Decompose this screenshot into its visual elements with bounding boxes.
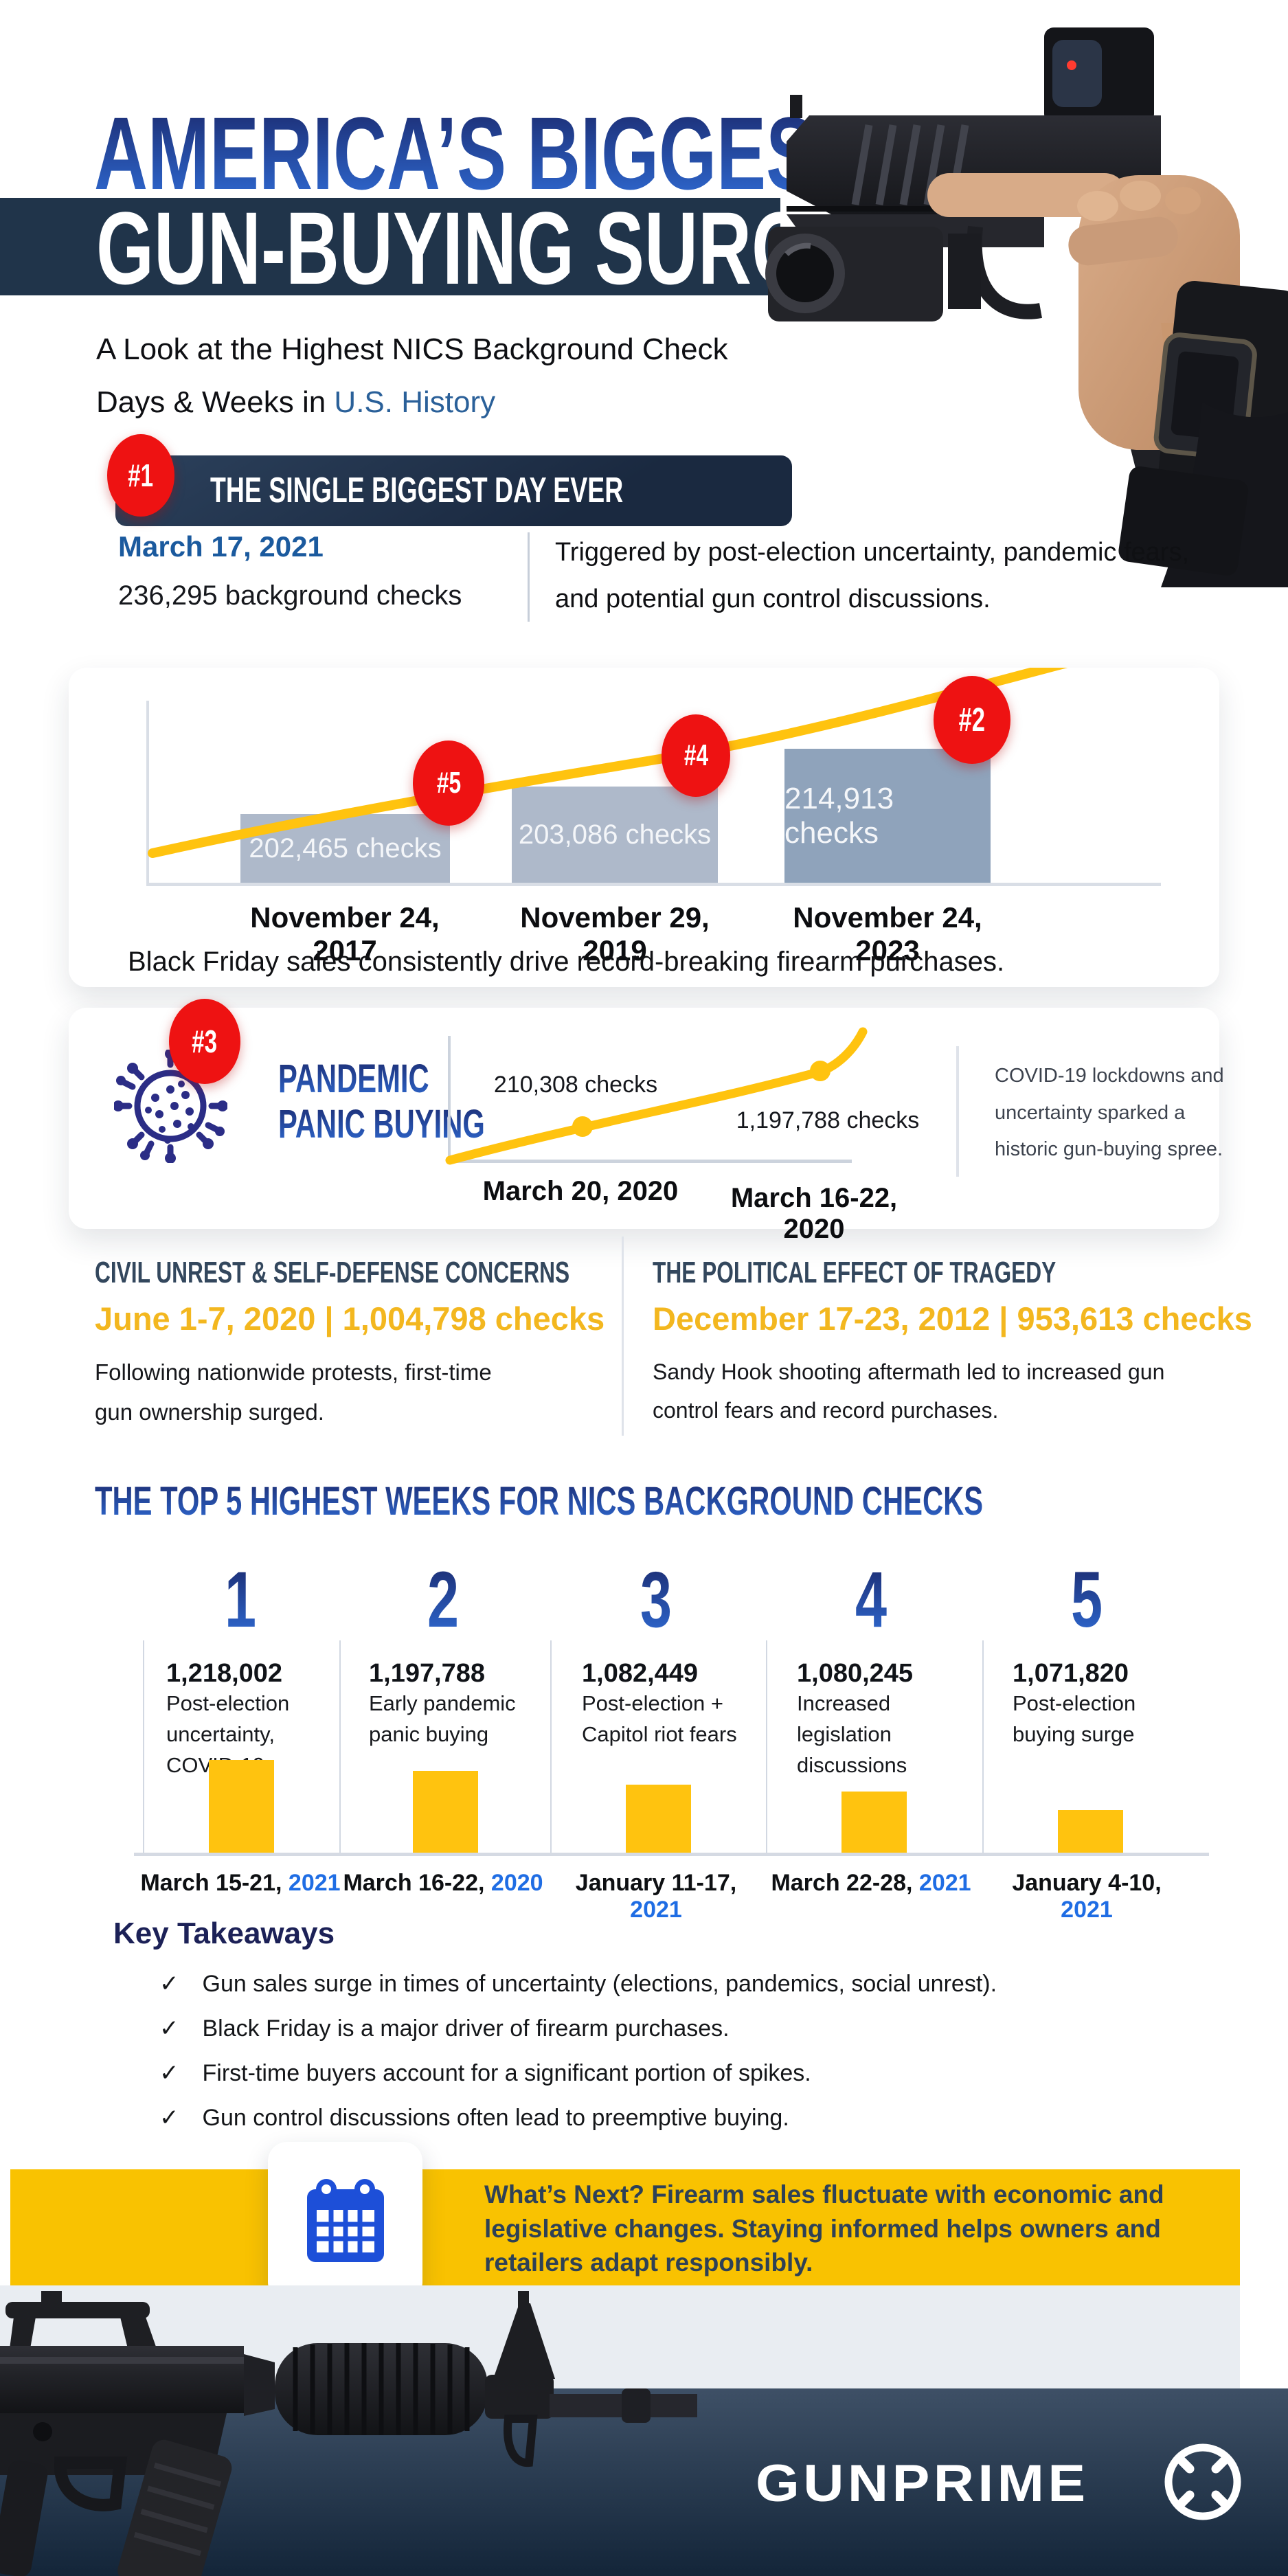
top5-date-4: March 22-28, 2021 <box>771 1870 971 1896</box>
takeaway-item: ✓ First-time buyers account for a signifi… <box>159 2060 811 2086</box>
check-icon: ✓ <box>159 2060 179 2086</box>
pandemic-description: COVID-19 lockdowns and uncertainty spark… <box>995 1065 1224 1161</box>
pandemic-y-axis <box>448 1036 451 1162</box>
bf-x-axis <box>146 883 1161 886</box>
check-icon: ✓ <box>159 2105 179 2131</box>
pandemic-card <box>69 1008 1219 1229</box>
event-description: Following nationwide protests, first-tim… <box>95 1359 492 1425</box>
biggest-day-divider <box>528 532 530 622</box>
subtitle-line1: A Look at the Highest NICS Background Ch… <box>96 332 728 366</box>
bf-date-2023: November 24, 2023 <box>793 901 982 967</box>
pistol-image <box>721 0 1288 587</box>
top5-date-1: March 15-21, 2021 <box>140 1870 341 1896</box>
pandemic-point1-value: 210,308 checks <box>493 1072 658 1098</box>
top5-column-5: 5 1,071,820 Post-election buying surge <box>1013 1556 1136 1746</box>
subtitle: A Look at the Highest NICS Background Ch… <box>96 323 728 429</box>
calendar-icon <box>306 2179 384 2262</box>
pandemic-x-axis <box>448 1160 852 1163</box>
rank-badge-2: #2 <box>934 676 1010 764</box>
top5-bar-5 <box>1058 1810 1123 1853</box>
top5-bar-4 <box>841 1792 907 1853</box>
top5-baseline <box>134 1853 1209 1856</box>
rank-badge-3: #3 <box>169 999 240 1084</box>
events-divider <box>622 1236 624 1436</box>
biggest-day-date: March 17, 2021 <box>118 530 324 563</box>
top5-heading: THE TOP 5 HIGHEST WEEKS FOR NICS BACKGRO… <box>95 1479 984 1524</box>
pandemic-line <box>445 1027 868 1165</box>
biggest-day-value: 236,295 background checks <box>118 580 462 611</box>
top5-bar-3 <box>626 1785 691 1853</box>
page-title-line2: GUN-BUYING SURGES <box>96 190 909 306</box>
event-tragedy: THE POLITICAL EFFECT OF TRAGEDY December… <box>653 1256 1252 1430</box>
top5-column-1: 1 1,218,002 Post-election uncertainty, C… <box>166 1556 290 1777</box>
calendar-card <box>268 2142 422 2301</box>
biggest-day-heading: THE SINGLE BIGGEST DAY EVER <box>210 471 624 510</box>
top5-bar-2 <box>413 1771 478 1853</box>
pandemic-point1-date: March 20, 2020 <box>482 1176 679 1206</box>
biggest-day-header-bar: THE SINGLE BIGGEST DAY EVER <box>115 455 792 526</box>
top5-separator <box>550 1640 552 1855</box>
top5-separator <box>339 1640 341 1855</box>
key-takeaways-heading: Key Takeaways <box>113 1917 335 1950</box>
top5-date-5: January 4-10, 2021 <box>1012 1870 1162 1923</box>
top5-date-3: January 11-17, 2021 <box>575 1870 737 1923</box>
brand-logo-text: GUNPRIME <box>756 2454 1089 2513</box>
top5-date-2: March 16-22, 2020 <box>343 1870 543 1896</box>
biggest-day-description: Triggered by post-election uncertainty, … <box>555 538 1190 614</box>
event-description: Sandy Hook shooting aftermath led to inc… <box>653 1359 1165 1423</box>
top5-separator <box>982 1640 984 1855</box>
event-civil-unrest: CIVIL UNREST & SELF-DEFENSE CONCERNS Jun… <box>95 1256 754 1432</box>
page-title-line1: AMERICA’S BIGGEST <box>94 95 861 211</box>
rank-badge-4: #4 <box>662 714 730 797</box>
bf-bar-2023: 214,913 checks <box>784 749 991 883</box>
top5-separator <box>143 1640 144 1855</box>
top5-column-4: 4 1,080,245 Increased legislation discus… <box>797 1556 914 1777</box>
takeaway-item: ✓ Black Friday is a major driver of firea… <box>159 2015 730 2042</box>
subtitle-line2: Days & Weeks in <box>96 385 335 419</box>
title-navy-band: GUN-BUYING SURGES <box>0 190 909 306</box>
check-icon: ✓ <box>159 1971 179 1997</box>
pandemic-point2-value: 1,197,788 checks <box>736 1107 920 1133</box>
takeaway-item: ✓ Gun sales surge in times of uncertainty… <box>159 1971 997 1997</box>
whats-next-text: What’s Next? Firearm sales fluctuate wit… <box>484 2180 1164 2277</box>
takeaway-item: ✓ Gun control discussions often lead to p… <box>159 2105 789 2131</box>
rank-badge-1: #1 <box>107 434 174 517</box>
top5-bar-1 <box>209 1760 274 1853</box>
bf-y-axis <box>146 701 149 883</box>
event-title: THE POLITICAL EFFECT OF TRAGEDY <box>653 1256 1057 1289</box>
whats-next-banner <box>10 2169 1240 2285</box>
bf-date-2019: November 29, 2019 <box>520 901 710 967</box>
rifle-image <box>0 2291 697 2576</box>
brand-mark-icon <box>1162 2441 1243 2522</box>
bf-bar-2019: 203,086 checks <box>512 787 718 883</box>
subtitle-highlight: U.S. History <box>334 385 496 419</box>
check-icon: ✓ <box>159 2015 179 2042</box>
event-stat: December 17-23, 2012 | 953,613 checks <box>653 1300 1252 1337</box>
bf-caption: Black Friday sales consistently drive re… <box>128 947 1005 977</box>
virus-icon <box>114 1050 227 1163</box>
top5-column-3: 3 1,082,449 Post-election + Capitol riot… <box>582 1556 737 1746</box>
top5-separator <box>766 1640 767 1855</box>
bf-date-2017: November 24, 2017 <box>250 901 440 967</box>
pandemic-point2-date: March 16-22, 2020 <box>730 1183 898 1244</box>
top5-column-2: 2 1,197,788 Early pandemic panic buying <box>369 1556 516 1746</box>
event-title: CIVIL UNREST & SELF-DEFENSE CONCERNS <box>95 1256 570 1289</box>
rank-badge-5: #5 <box>413 741 484 826</box>
pandemic-divider <box>956 1046 959 1177</box>
event-stat: June 1-7, 2020 | 1,004,798 checks <box>95 1300 605 1337</box>
